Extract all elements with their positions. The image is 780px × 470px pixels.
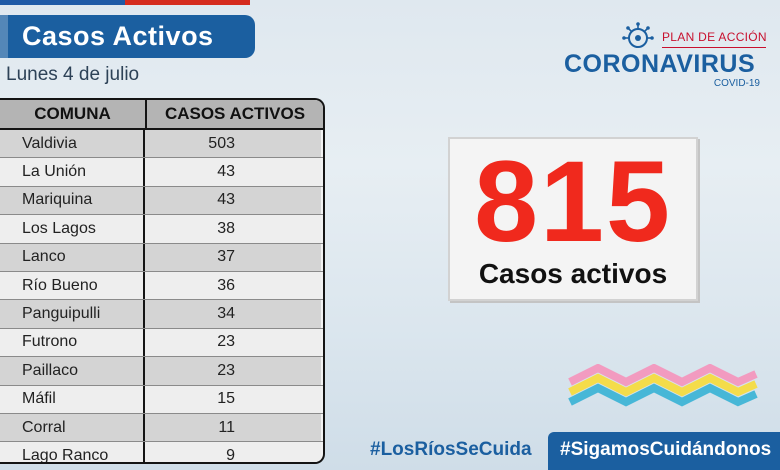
- table-header: COMUNA CASOS ACTIVOS: [0, 100, 323, 130]
- casos-cell: 34: [145, 300, 321, 328]
- hashtag-sigamos: #SigamosCuidándonos: [560, 439, 772, 460]
- table-row: Paillaco 23: [0, 357, 323, 386]
- comuna-cell: Futrono: [0, 328, 145, 357]
- table-row: Panguipulli 34: [0, 300, 323, 329]
- casos-cell: 43: [145, 158, 321, 186]
- total-label: Casos activos: [478, 258, 668, 289]
- casos-cell: 36: [145, 271, 321, 300]
- table-row: Máfil 15: [0, 385, 323, 414]
- table-row: Lanco 37: [0, 243, 323, 272]
- flag-red: [125, 0, 250, 5]
- flag-blue: [0, 0, 125, 5]
- title-stripe: [0, 15, 8, 58]
- comuna-cell: Corral: [0, 413, 145, 442]
- total-card: 815 Casos activos: [448, 137, 698, 301]
- table-row: Lago Ranco 9: [0, 442, 323, 462]
- cases-table: COMUNA CASOS ACTIVOS Valdivia 503 La Unió…: [0, 98, 325, 464]
- logo-plan-text: PLAN DE ACCIÓN: [662, 30, 767, 44]
- table-row: Futrono 23: [0, 328, 323, 358]
- comuna-cell: Los Lagos: [0, 215, 145, 243]
- comuna-cell: Mariquina: [0, 186, 145, 215]
- los-rios-waves-logo: [568, 364, 758, 407]
- table-row: Valdivia 503: [0, 130, 323, 159]
- report-date: Lunes 4 de julio: [6, 64, 140, 85]
- table-row: Río Bueno 36: [0, 271, 323, 301]
- casos-cell: 15: [145, 385, 321, 413]
- hashtag-los-rios: #LosRíosSeCuida: [370, 439, 532, 460]
- casos-cell: 503: [145, 130, 321, 158]
- casos-cell: 37: [145, 243, 321, 271]
- table-row: Corral 11: [0, 413, 323, 443]
- comuna-cell: Máfil: [0, 385, 145, 413]
- casos-cell: 43: [145, 186, 321, 215]
- casos-cell: 23: [145, 328, 321, 357]
- hashtag-banner: [548, 432, 780, 470]
- virus-icon: [622, 22, 654, 48]
- casos-cell: 23: [145, 357, 321, 385]
- total-number: 815: [474, 138, 672, 266]
- header-comuna: COMUNA: [0, 100, 147, 128]
- casos-cell: 38: [145, 215, 321, 243]
- comuna-cell: Lanco: [0, 243, 145, 271]
- title-banner: Casos Activos: [0, 15, 255, 58]
- comuna-cell: Lago Ranco: [0, 442, 145, 462]
- logo-title: CORONAVIRUS: [564, 50, 756, 78]
- header-casos: CASOS ACTIVOS: [164, 104, 306, 123]
- table-row: La Unión 43: [0, 158, 323, 187]
- logo-subtitle: COVID-19: [713, 78, 760, 89]
- comuna-cell: Paillaco: [0, 357, 145, 385]
- comuna-cell: Panguipulli: [0, 300, 145, 328]
- casos-cell: 9: [145, 442, 321, 462]
- coronavirus-logo: PLAN DE ACCIÓN CORONAVIRUS COVID-19: [564, 22, 770, 92]
- table-body: Valdivia 503 La Unión 43 Mariquina 43 Los L…: [0, 130, 323, 462]
- comuna-cell: Río Bueno: [0, 271, 145, 300]
- logo-divider: [662, 47, 766, 48]
- page-title: Casos Activos: [22, 21, 214, 51]
- table-row: Los Lagos 38: [0, 215, 323, 244]
- comuna-cell: La Unión: [0, 158, 145, 186]
- comuna-cell: Valdivia: [0, 130, 145, 158]
- flag-stripe: [0, 0, 250, 5]
- casos-cell: 11: [145, 413, 321, 442]
- table-row: Mariquina 43: [0, 186, 323, 216]
